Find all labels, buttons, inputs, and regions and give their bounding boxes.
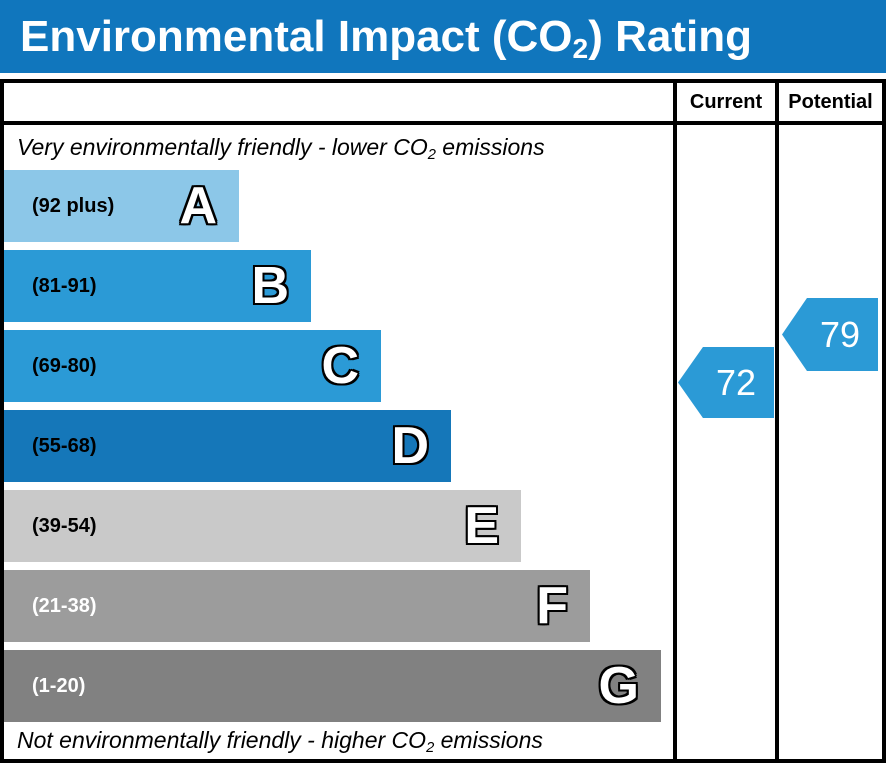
rating-table: Current Potential Very environmentally f… — [0, 79, 886, 763]
band-e: (39-54) E — [4, 490, 521, 562]
top-note-pre: Very environmentally friendly - lower CO — [17, 134, 428, 160]
band-b-range: (81-91) — [32, 274, 97, 297]
band-c-range: (69-80) — [32, 354, 97, 377]
bottom-note: Not environmentally friendly - higher CO… — [4, 722, 673, 759]
page-title: Environmental Impact (CO2) Rating — [20, 11, 752, 65]
current-column-header: Current — [673, 83, 775, 121]
band-f-range: (21-38) — [32, 594, 97, 617]
potential-rating-arrow: 79 — [782, 298, 878, 371]
top-note: Very environmentally friendly - lower CO… — [4, 125, 673, 170]
top-note-text: Very environmentally friendly - lower CO… — [17, 134, 545, 164]
band-b-letter: B — [251, 257, 289, 315]
bands-column: Very environmentally friendly - lower CO… — [4, 125, 673, 759]
current-rating-column: 72 — [673, 125, 775, 759]
title-text-pre: Environmental Impact (CO — [20, 11, 573, 61]
band-g-range: (1-20) — [32, 674, 86, 697]
band-g-letter: G — [598, 657, 639, 715]
band-d-range: (55-68) — [32, 434, 97, 457]
potential-rating-value: 79 — [819, 313, 861, 355]
chart-title-bar: Environmental Impact (CO2) Rating — [0, 0, 886, 73]
band-a-range: (92 plus) — [32, 194, 115, 217]
current-rating-arrow: 72 — [678, 347, 774, 418]
table-header-row: Current Potential — [4, 83, 882, 125]
potential-rating-column: 79 — [775, 125, 882, 759]
header-spacer — [4, 83, 673, 121]
bottom-note-co2-subscript: 2 — [426, 740, 435, 757]
band-f-letter: F — [536, 577, 568, 635]
title-text-post: ) Rating — [588, 11, 752, 61]
table-body: Very environmentally friendly - lower CO… — [4, 125, 882, 759]
band-e-range: (39-54) — [32, 514, 97, 537]
band-a-letter: A — [179, 177, 217, 235]
band-d: (55-68) D — [4, 410, 451, 482]
band-b: (81-91) B — [4, 250, 311, 322]
band-f: (21-38) F — [4, 570, 590, 642]
bottom-note-post: emissions — [434, 727, 543, 753]
potential-column-header: Potential — [775, 83, 882, 121]
band-a: (92 plus) A — [4, 170, 239, 242]
band-c: (69-80) C — [4, 330, 381, 402]
band-g: (1-20) G — [4, 650, 661, 722]
band-e-letter: E — [464, 497, 499, 555]
current-rating-value: 72 — [715, 361, 757, 403]
title-co2-subscript: 2 — [572, 33, 589, 65]
top-note-co2-subscript: 2 — [427, 147, 436, 164]
bottom-note-pre: Not environmentally friendly - higher CO — [17, 727, 427, 753]
band-c-letter: C — [321, 337, 359, 395]
bottom-note-text: Not environmentally friendly - higher CO… — [17, 727, 543, 757]
rating-bands: (92 plus) A (81-91) B (69-80) C (55-68) … — [4, 170, 673, 722]
band-d-letter: D — [391, 417, 429, 475]
top-note-post: emissions — [435, 134, 545, 160]
